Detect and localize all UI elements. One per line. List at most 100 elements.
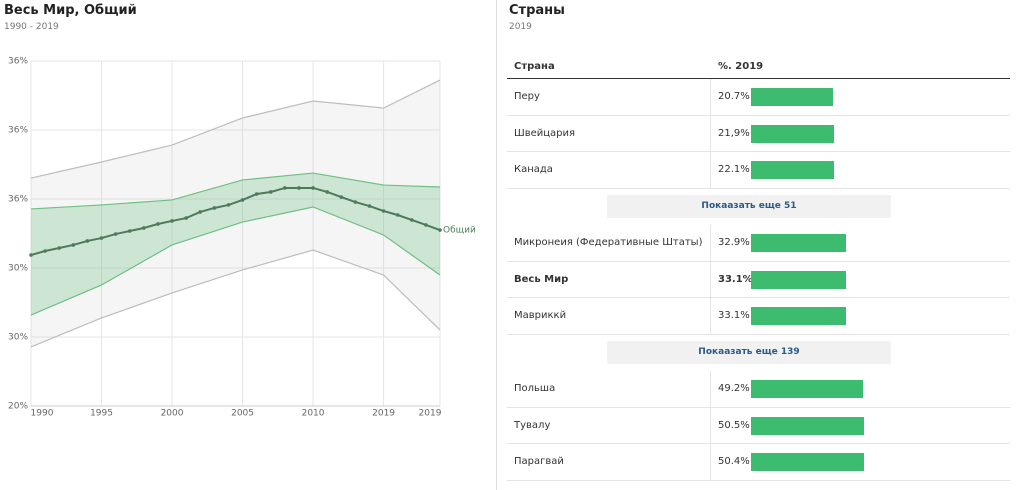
value-label: 22.1% xyxy=(718,164,750,175)
cell-divider xyxy=(710,115,711,152)
y-tick-label: 36% xyxy=(8,195,28,205)
x-tick-label: 2010 xyxy=(302,409,325,419)
series-point xyxy=(85,239,90,243)
series-point xyxy=(57,246,62,250)
row xyxy=(507,225,1010,262)
series-point xyxy=(325,190,329,194)
series-point xyxy=(113,232,118,236)
y-tick-label: 30% xyxy=(8,333,28,343)
value-label: 20.7% xyxy=(718,91,750,102)
value-label: 21,9% xyxy=(718,127,750,139)
row xyxy=(507,152,1010,189)
bar xyxy=(751,234,846,252)
table-header xyxy=(507,55,1010,79)
country-name: Микронеия (Федеративные Штаты) xyxy=(514,237,703,248)
x-tick-label: 2019 xyxy=(372,409,395,419)
row xyxy=(507,116,1010,152)
value-label: 32.9% xyxy=(718,237,750,248)
bar xyxy=(751,307,846,325)
country-name: Мавриккй xyxy=(514,310,567,321)
cell-divider xyxy=(710,225,711,262)
row xyxy=(507,444,1010,481)
country-name: Швейцария xyxy=(514,127,576,139)
series-point xyxy=(438,228,442,232)
band-area xyxy=(31,80,440,347)
bar xyxy=(751,416,865,435)
show-more-button[interactable]: Покаазать еще 139 xyxy=(607,340,891,364)
series-point xyxy=(29,253,33,257)
x-tick-label: 2019 xyxy=(419,409,442,419)
series-point xyxy=(71,243,76,247)
band-edge xyxy=(30,249,441,348)
chart-title: Весь Мир, Общий xyxy=(4,3,137,18)
chart-subtitle: 1990 - 2019 xyxy=(4,22,59,32)
value-label: 50.4% xyxy=(718,456,750,467)
cell-divider xyxy=(710,444,711,481)
band-edge xyxy=(30,206,441,316)
cell-divider xyxy=(710,298,711,335)
series-point xyxy=(99,236,104,240)
x-tick-label: 2000 xyxy=(161,409,184,419)
country-name: Перу xyxy=(514,91,540,102)
column-header: Страна xyxy=(514,61,555,72)
bar xyxy=(751,270,846,289)
row xyxy=(507,262,1010,298)
series-point xyxy=(142,226,146,230)
x-tick-label: 1995 xyxy=(90,409,113,419)
band-edge xyxy=(30,172,441,210)
show-more-button[interactable]: Покаазать еще 51 xyxy=(607,194,891,218)
country-name: Тувалу xyxy=(514,419,551,431)
series-point xyxy=(409,218,414,222)
series-point xyxy=(424,223,428,227)
country-name: Польша xyxy=(514,383,556,394)
table-title: Страны xyxy=(509,3,565,18)
bar xyxy=(751,88,833,106)
series-point xyxy=(395,213,400,217)
bar xyxy=(751,124,834,143)
series-point xyxy=(240,198,245,202)
row xyxy=(507,371,1010,408)
series-point xyxy=(127,229,132,233)
cell-divider xyxy=(710,407,711,444)
y-tick-label: 20% xyxy=(8,402,28,412)
y-tick-label: 30% xyxy=(8,264,28,274)
series-point xyxy=(156,222,160,226)
series-label: Общий xyxy=(443,226,476,236)
y-tick-label: 36% xyxy=(8,126,28,136)
chart: 36% 36% 36% 30% 30% 20%1990 1995 2000 2005 2010 20… xyxy=(8,57,476,419)
series-point xyxy=(212,206,217,210)
series-point xyxy=(367,204,372,208)
series-point xyxy=(268,190,273,194)
series-point xyxy=(311,186,315,190)
series-point xyxy=(226,203,231,207)
row xyxy=(507,298,1010,335)
series-point xyxy=(283,186,287,190)
y-tick-label: 36% xyxy=(8,57,28,67)
value-label: 33.1% xyxy=(718,310,750,321)
row xyxy=(507,79,1010,116)
bar xyxy=(751,161,835,179)
bar xyxy=(751,453,864,471)
table-subtitle: 2019 xyxy=(509,22,532,32)
series-point xyxy=(254,192,259,196)
cell-divider xyxy=(710,152,711,189)
value-label: 50.5% xyxy=(718,419,750,431)
series-point xyxy=(43,249,47,253)
series-point xyxy=(339,195,344,199)
value-label: 33.1% xyxy=(718,273,753,285)
band-edge xyxy=(30,79,441,179)
series-point xyxy=(184,216,188,220)
country-name: Парагвай xyxy=(514,456,564,467)
series-point xyxy=(297,186,301,190)
series-point xyxy=(353,200,358,204)
series-line xyxy=(30,186,441,256)
bar xyxy=(751,380,863,398)
country-name: Весь Мир xyxy=(514,273,569,285)
row xyxy=(507,408,1010,444)
series-point xyxy=(381,209,386,213)
cell-divider xyxy=(710,371,711,408)
country-name: Канада xyxy=(514,164,553,175)
divider xyxy=(496,0,497,490)
column-header: %. 2019 xyxy=(718,61,764,72)
